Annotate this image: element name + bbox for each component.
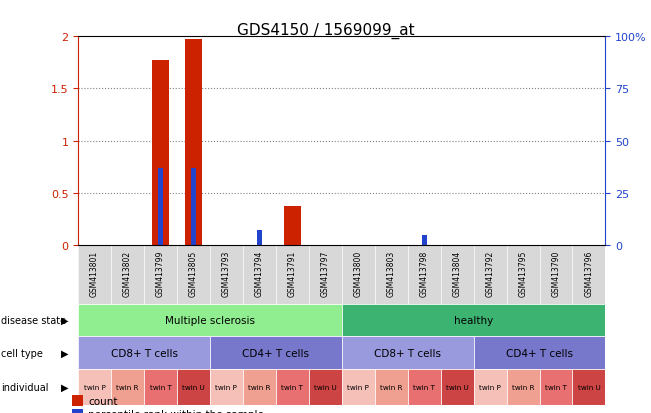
Text: CD8+ T cells: CD8+ T cells [374,348,441,358]
Text: twin U: twin U [446,384,469,390]
Text: twin P: twin P [348,384,369,390]
FancyBboxPatch shape [572,369,605,405]
FancyBboxPatch shape [78,337,210,369]
Text: CD4+ T cells: CD4+ T cells [242,348,309,358]
Text: GSM413795: GSM413795 [519,250,527,296]
FancyBboxPatch shape [474,369,506,405]
Text: GSM413793: GSM413793 [222,250,231,296]
Bar [158,169,163,245]
FancyBboxPatch shape [78,369,111,405]
Text: ▶: ▶ [61,315,68,325]
Text: GSM413805: GSM413805 [189,250,198,296]
Text: twin R: twin R [512,384,534,390]
FancyBboxPatch shape [111,369,144,405]
Text: twin U: twin U [182,384,205,390]
FancyBboxPatch shape [144,369,177,405]
Bar [152,61,169,245]
FancyBboxPatch shape [540,369,572,405]
FancyBboxPatch shape [243,369,276,405]
Bar [257,231,262,245]
Text: disease state: disease state [1,315,66,325]
Text: GSM413796: GSM413796 [585,250,594,296]
Text: GSM413802: GSM413802 [123,250,132,296]
Text: twin T: twin T [413,384,435,390]
FancyBboxPatch shape [506,369,540,405]
Text: GSM413797: GSM413797 [321,250,330,296]
Text: count: count [88,396,117,406]
Text: GSM413800: GSM413800 [353,250,363,296]
Text: cell type: cell type [1,348,43,358]
FancyBboxPatch shape [276,369,309,405]
FancyBboxPatch shape [309,369,342,405]
Text: percentile rank within the sample: percentile rank within the sample [88,409,264,413]
Text: ▶: ▶ [61,348,68,358]
Bar [186,40,202,245]
Text: twin P: twin P [215,384,238,390]
Bar [422,235,426,245]
Bar [191,169,196,245]
Text: CD8+ T cells: CD8+ T cells [111,348,178,358]
Text: twin P: twin P [479,384,501,390]
Text: ▶: ▶ [61,382,68,392]
FancyBboxPatch shape [210,369,243,405]
Text: twin U: twin U [577,384,600,390]
Text: CD4+ T cells: CD4+ T cells [506,348,573,358]
FancyBboxPatch shape [342,304,605,337]
Text: GSM413798: GSM413798 [420,250,428,296]
FancyBboxPatch shape [177,369,210,405]
FancyBboxPatch shape [78,304,342,337]
Text: GSM413791: GSM413791 [288,250,297,296]
Text: twin T: twin T [150,384,171,390]
Bar [284,207,301,245]
FancyBboxPatch shape [342,369,375,405]
Text: healthy: healthy [454,315,493,325]
Text: GSM413801: GSM413801 [90,250,99,296]
Text: twin T: twin T [281,384,303,390]
Text: GSM413804: GSM413804 [452,250,462,296]
Text: individual: individual [1,382,49,392]
FancyBboxPatch shape [210,337,342,369]
FancyBboxPatch shape [375,369,408,405]
Text: twin R: twin R [380,384,402,390]
FancyBboxPatch shape [342,337,474,369]
Text: GSM413794: GSM413794 [255,250,264,296]
Text: twin P: twin P [84,384,105,390]
Text: GSM413803: GSM413803 [387,250,396,296]
Text: twin R: twin R [117,384,139,390]
Text: GSM413792: GSM413792 [486,250,495,296]
Text: GSM413799: GSM413799 [156,250,165,296]
Text: GDS4150 / 1569099_at: GDS4150 / 1569099_at [237,23,414,39]
FancyBboxPatch shape [474,337,605,369]
Text: twin T: twin T [545,384,567,390]
Text: twin U: twin U [314,384,337,390]
FancyBboxPatch shape [408,369,441,405]
Text: Multiple sclerosis: Multiple sclerosis [165,315,255,325]
Text: GSM413790: GSM413790 [551,250,561,296]
Text: twin R: twin R [248,384,271,390]
FancyBboxPatch shape [441,369,474,405]
